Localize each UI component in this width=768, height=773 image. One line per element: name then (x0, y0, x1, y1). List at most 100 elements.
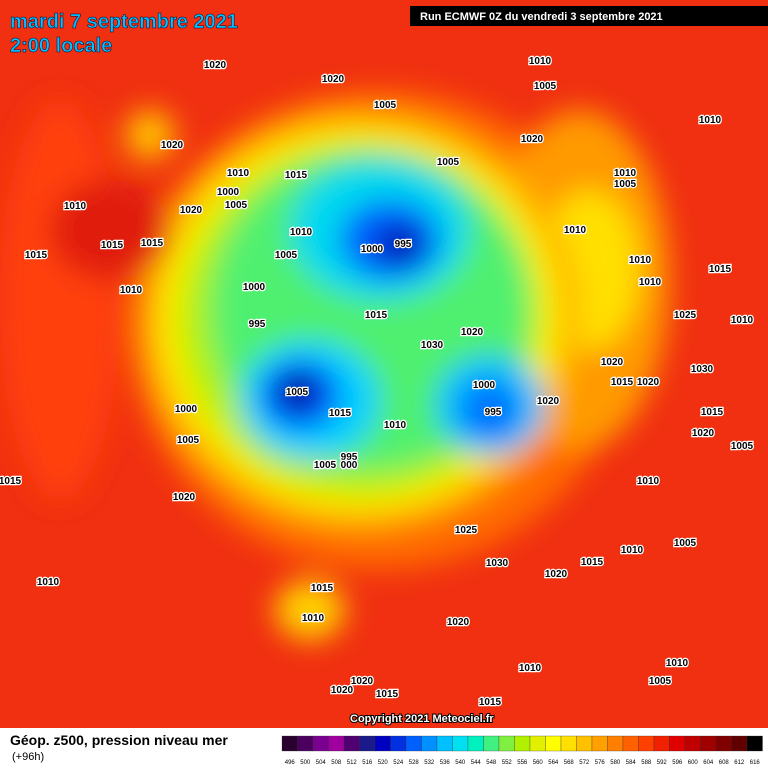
scale-label: 604 (703, 760, 714, 766)
isobar-label: 1015 (25, 250, 48, 261)
isobar-label: 1015 (365, 310, 388, 321)
isobar-label: 1020 (204, 60, 227, 71)
scale-swatch (700, 735, 717, 752)
scale-swatch (638, 735, 655, 752)
scale-swatch (452, 735, 469, 752)
scale-label: 532 (424, 760, 435, 766)
isobar-label: 1000 (473, 380, 496, 391)
run-banner (410, 6, 768, 26)
isobar-label: 1020 (447, 617, 470, 628)
scale-label: 588 (641, 760, 652, 766)
isobar-label: 995 (395, 239, 412, 250)
scale-swatch (514, 735, 531, 752)
copyright: Copyright 2021 Meteociel.fr (350, 713, 494, 725)
scale-swatch (498, 735, 515, 752)
scale-swatch (684, 735, 701, 752)
isobar-label: 1025 (455, 525, 478, 536)
scale-label: 568 (564, 760, 575, 766)
isobar-label: 1005 (437, 157, 460, 168)
scale-label: 592 (657, 760, 668, 766)
isobar-label: 1015 (101, 240, 124, 251)
scale-swatch (746, 735, 763, 752)
scale-label: 524 (393, 760, 404, 766)
isobar-label: 1010 (227, 168, 250, 179)
isobar-label: 1005 (614, 179, 637, 190)
lead-time: (+96h) (12, 751, 44, 763)
scale-label: 520 (378, 760, 389, 766)
isobar-label: 1005 (731, 441, 754, 452)
scale-swatch (622, 735, 639, 752)
scale-swatch (715, 735, 732, 752)
isobar-label: 1000 (217, 187, 240, 198)
scale-swatch (591, 735, 608, 752)
scale-swatch (560, 735, 577, 752)
scale-label: 528 (409, 760, 420, 766)
isobar-label: 1030 (691, 364, 714, 375)
isobar-label: 1000 (175, 404, 198, 415)
isobar-label: 1010 (37, 577, 60, 588)
scale-label: 576 (595, 760, 606, 766)
scale-label: 508 (331, 760, 342, 766)
isobar-label: 1030 (421, 340, 444, 351)
scale-label: 560 (533, 760, 544, 766)
scale-swatch (421, 735, 438, 752)
isobar-label: 1020 (637, 377, 660, 388)
isobar-label: 1005 (649, 676, 672, 687)
scale-label: 516 (362, 760, 373, 766)
scale-label: 548 (486, 760, 497, 766)
scale-swatch (405, 735, 422, 752)
isobar-label: 1010 (519, 663, 542, 674)
scale-swatch (359, 735, 376, 752)
scale-swatch (576, 735, 593, 752)
scale-label: 496 (285, 760, 296, 766)
scale-label: 512 (347, 760, 358, 766)
scale-label: 584 (626, 760, 637, 766)
run-info: Run ECMWF 0Z du vendredi 3 septembre 202… (420, 11, 663, 23)
isobar-label: 1015 (709, 264, 732, 275)
color-scale: 496 500 504 508 512 516 520 524 528 532 536 540 544 5… (281, 735, 763, 766)
isobar-label: 1020 (521, 134, 544, 145)
scale-label: 544 (471, 760, 482, 766)
isobar-label: 1005 (534, 81, 557, 92)
isobar-label: 1015 (479, 697, 502, 708)
scale-label: 572 (579, 760, 590, 766)
isobar-label: 995 (485, 407, 502, 418)
scale-label: 612 (734, 760, 745, 766)
isobar-label: 1020 (461, 327, 484, 338)
isobar-label: 1015 (285, 170, 308, 181)
isobar-label: 995 (341, 452, 358, 463)
isobar-label: 1010 (639, 277, 662, 288)
isobar-label: 1000 (361, 244, 384, 255)
isobar-label: 1020 (322, 74, 345, 85)
isobar-label: 1010 (302, 613, 325, 624)
scale-label: 580 (610, 760, 621, 766)
isobar-label: 1020 (692, 428, 715, 439)
isobar-label: 1015 (701, 407, 724, 418)
scale-swatch (436, 735, 453, 752)
isobar-label: 1005 (275, 250, 298, 261)
scale-label: 600 (688, 760, 699, 766)
map-time: 2:00 locale (10, 35, 112, 57)
scale-label: 500 (300, 760, 311, 766)
isobar-label: 1005 (674, 538, 697, 549)
scale-swatch (669, 735, 686, 752)
isobar-label: 1020 (601, 357, 624, 368)
isobar-label: 1015 (611, 377, 634, 388)
scale-label: 540 (455, 760, 466, 766)
scale-swatch (483, 735, 500, 752)
isobar-label: 995 (249, 319, 266, 330)
isobar-label: 1020 (545, 569, 568, 580)
isobar-label: 1000 (243, 282, 266, 293)
isobar-label: 1010 (290, 227, 313, 238)
isobar-label: 1010 (564, 225, 587, 236)
scale-swatch (281, 735, 298, 752)
isobar-label: 1010 (120, 285, 143, 296)
isobar-label: 1020 (173, 492, 196, 503)
isobar-label: 1010 (621, 545, 644, 556)
isobar-label: 1015 (141, 238, 164, 249)
isobar-label: 1015 (376, 689, 399, 700)
scale-swatch (529, 735, 546, 752)
isobar-label: 000 (341, 460, 358, 471)
isobar-label: 1010 (384, 420, 407, 431)
